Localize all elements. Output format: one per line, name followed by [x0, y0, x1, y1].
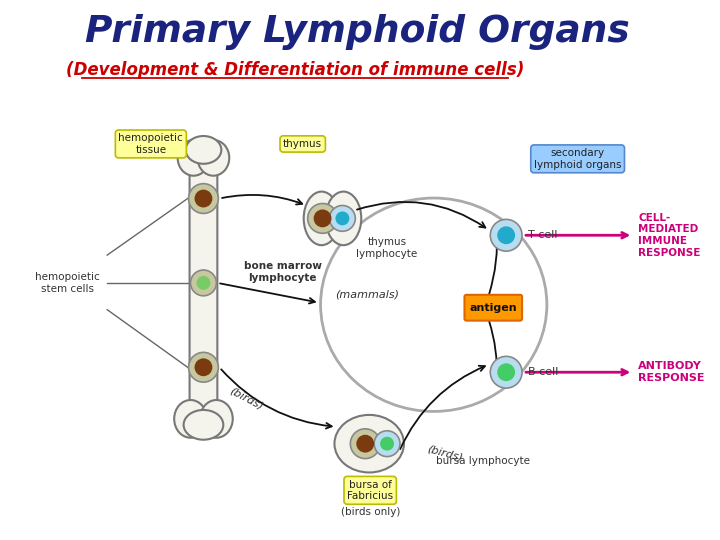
Text: (Development & Differentiation of immune cells): (Development & Differentiation of immune… — [66, 60, 524, 78]
Ellipse shape — [186, 136, 221, 164]
Ellipse shape — [174, 400, 207, 438]
Ellipse shape — [197, 140, 229, 176]
Text: bursa of
Fabricius: bursa of Fabricius — [347, 480, 393, 501]
Circle shape — [336, 212, 349, 225]
Circle shape — [351, 429, 380, 458]
Text: bone marrow
lymphocyte: bone marrow lymphocyte — [244, 261, 322, 283]
Text: hemopoietic
stem cells: hemopoietic stem cells — [35, 272, 100, 294]
Text: (birds): (birds) — [228, 386, 264, 412]
Text: B cell: B cell — [528, 367, 559, 377]
Circle shape — [498, 363, 515, 381]
Circle shape — [490, 356, 522, 388]
Text: (birds): (birds) — [426, 444, 464, 463]
Text: Primary Lymphoid Organs: Primary Lymphoid Organs — [85, 14, 630, 50]
Text: hemopoietic
tissue: hemopoietic tissue — [119, 133, 183, 155]
Text: ANTIBODY
RESPONSE: ANTIBODY RESPONSE — [638, 361, 705, 383]
Circle shape — [194, 359, 212, 376]
Ellipse shape — [178, 140, 210, 176]
Circle shape — [191, 270, 217, 296]
Circle shape — [189, 184, 218, 213]
Circle shape — [197, 276, 210, 290]
Text: (birds only): (birds only) — [341, 507, 400, 517]
Text: T cell: T cell — [528, 230, 557, 240]
Text: thymus: thymus — [283, 139, 323, 149]
Circle shape — [307, 204, 338, 233]
FancyBboxPatch shape — [464, 295, 522, 321]
Text: secondary
lymphoid organs: secondary lymphoid organs — [534, 148, 621, 170]
FancyBboxPatch shape — [189, 165, 217, 414]
Ellipse shape — [200, 400, 233, 438]
Ellipse shape — [304, 192, 339, 245]
Circle shape — [490, 219, 522, 251]
Circle shape — [498, 226, 515, 244]
Circle shape — [314, 210, 331, 227]
Text: bursa lymphocyte: bursa lymphocyte — [436, 456, 531, 465]
Text: (mammals): (mammals) — [336, 290, 399, 300]
Circle shape — [189, 353, 218, 382]
Ellipse shape — [325, 192, 361, 245]
Circle shape — [380, 437, 394, 451]
Circle shape — [194, 190, 212, 207]
Text: CELL-
MEDIATED
IMMUNE
RESPONSE: CELL- MEDIATED IMMUNE RESPONSE — [638, 213, 701, 258]
Ellipse shape — [335, 415, 404, 472]
Text: antigen: antigen — [469, 303, 517, 313]
Circle shape — [330, 206, 355, 231]
Ellipse shape — [184, 410, 223, 440]
Text: thymus
lymphocyte: thymus lymphocyte — [356, 238, 418, 259]
Circle shape — [374, 431, 400, 457]
Circle shape — [356, 435, 374, 453]
